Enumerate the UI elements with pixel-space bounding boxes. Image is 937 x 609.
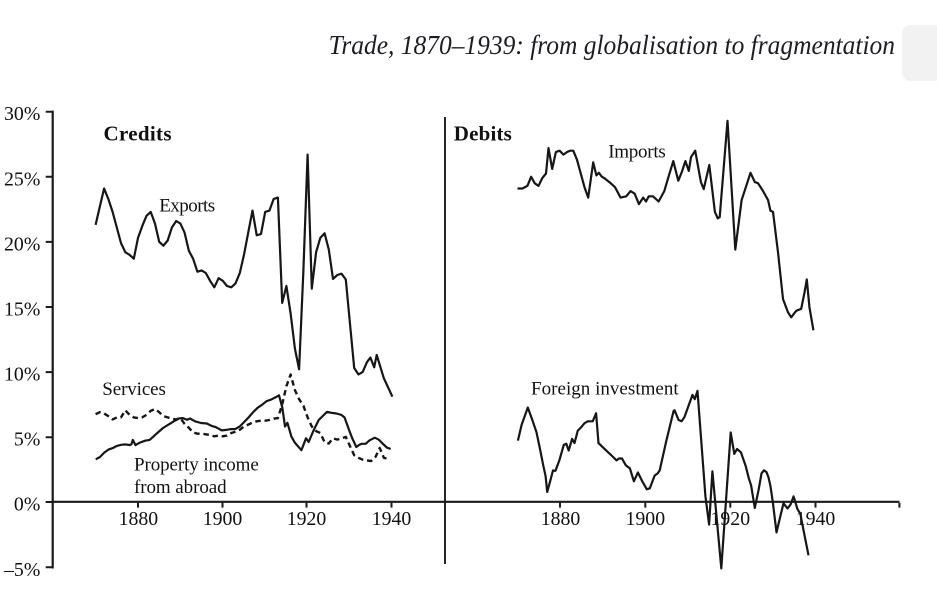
svg-text:20%: 20% xyxy=(4,233,40,255)
svg-text:1900: 1900 xyxy=(203,508,243,530)
svg-text:Foreign investment: Foreign investment xyxy=(531,378,679,399)
svg-text:Services: Services xyxy=(102,379,166,400)
svg-text:30%: 30% xyxy=(4,103,40,125)
svg-text:10%: 10% xyxy=(4,364,40,386)
svg-text:Property income: Property income xyxy=(134,455,259,476)
svg-text:Exports: Exports xyxy=(159,196,215,217)
svg-text:1940: 1940 xyxy=(796,508,836,530)
svg-text:–5%: –5% xyxy=(3,559,40,581)
svg-text:1920: 1920 xyxy=(287,508,327,530)
svg-text:1880: 1880 xyxy=(541,508,581,530)
svg-text:Debits: Debits xyxy=(454,121,512,145)
svg-text:5%: 5% xyxy=(14,429,40,451)
svg-text:1900: 1900 xyxy=(626,508,666,530)
svg-text:25%: 25% xyxy=(4,168,40,190)
svg-text:Credits: Credits xyxy=(104,121,172,145)
svg-text:1880: 1880 xyxy=(119,508,159,530)
svg-text:Trade, 1870–1939: from globali: Trade, 1870–1939: from globalisation to … xyxy=(329,29,895,60)
svg-text:15%: 15% xyxy=(4,299,40,321)
svg-text:1920: 1920 xyxy=(711,508,751,530)
svg-text:Imports: Imports xyxy=(608,141,666,162)
svg-text:from abroad: from abroad xyxy=(134,477,227,498)
svg-text:1940: 1940 xyxy=(372,508,412,530)
svg-text:0%: 0% xyxy=(14,494,40,516)
